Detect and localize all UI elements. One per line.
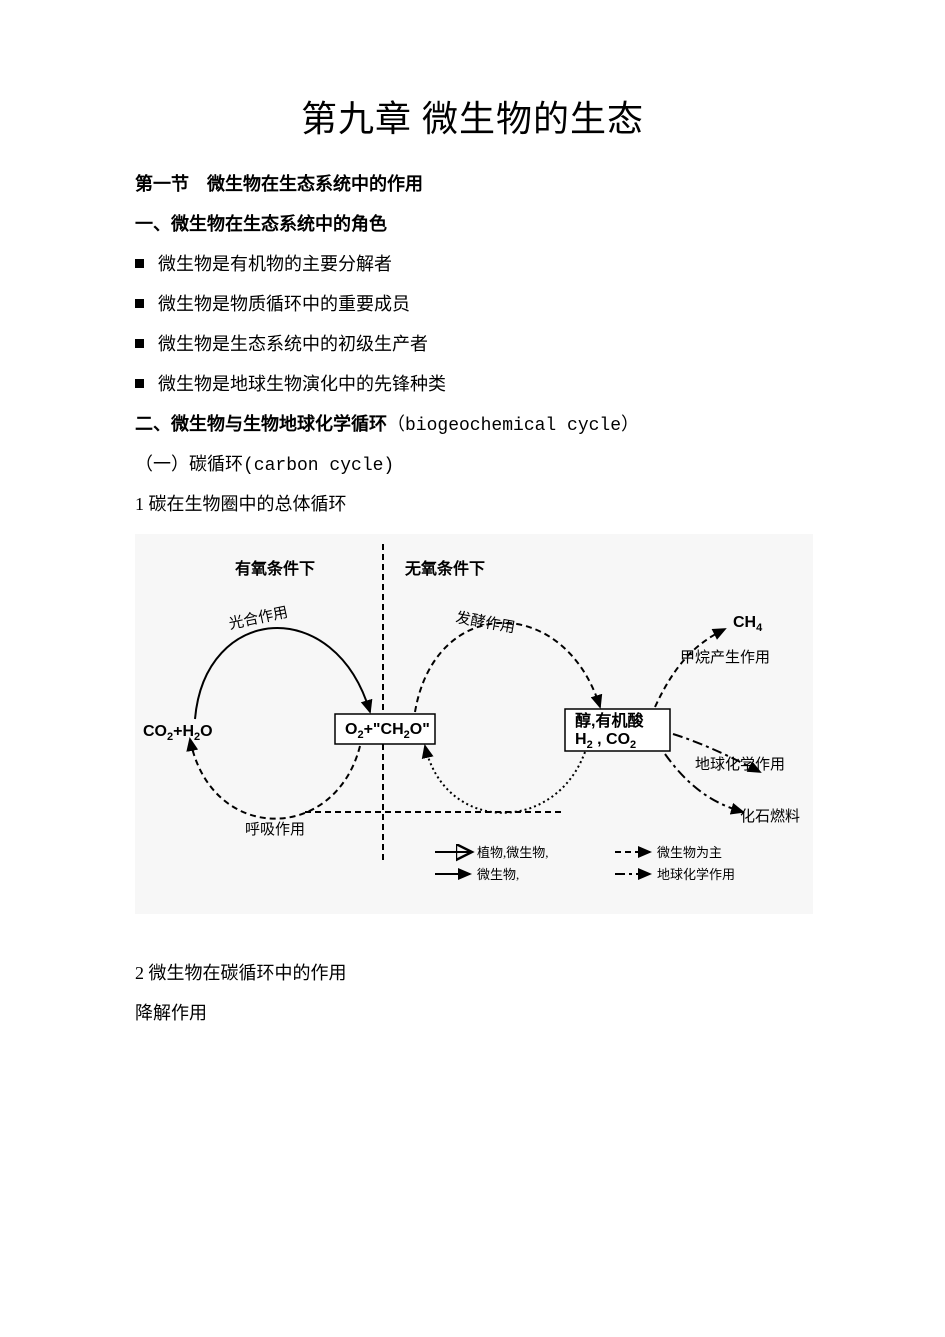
heading-2-paren: （biogeochemical cycle）	[387, 416, 639, 436]
heading-1: 一、微生物在生态系统中的角色	[135, 210, 810, 236]
legend-2a: 微生物,	[477, 867, 519, 882]
section-1-heading: 第一节 微生物在生态系统中的作用	[135, 170, 810, 196]
bullet-icon	[135, 299, 144, 308]
subheading-1-main: （一）碳循环	[135, 454, 243, 474]
bullet-text: 微生物是地球生物演化中的先锋种类	[158, 370, 446, 396]
subheading-1: （一）碳循环(carbon cycle)	[135, 450, 810, 476]
body-line: 降解作用	[135, 999, 810, 1025]
label-anaerobic: 无氧条件下	[404, 559, 485, 578]
bullet-icon	[135, 379, 144, 388]
document-page: 第九章 微生物的生态 第一节 微生物在生态系统中的作用 一、微生物在生态系统中的…	[0, 0, 945, 1099]
chapter-title: 第九章 微生物的生态	[135, 90, 810, 142]
carbon-cycle-svg: 有氧条件下 无氧条件下 CO2+H2O O2+"CH2O" 醇,有机酸 H2 ,…	[135, 534, 813, 914]
bullet-item: 微生物是有机物的主要分解者	[135, 250, 810, 276]
legend-1b: 微生物为主	[657, 845, 722, 860]
label-respiration: 呼吸作用	[245, 821, 305, 838]
node-right-l1: 醇,有机酸	[575, 711, 644, 730]
legend-2b: 地球化学作用	[657, 867, 735, 882]
bullet-icon	[135, 259, 144, 268]
bullet-item: 微生物是地球生物演化中的先锋种类	[135, 370, 810, 396]
numbered-line-2: 2 微生物在碳循环中的作用	[135, 959, 810, 985]
numbered-line-1: 1 碳在生物圈中的总体循环	[135, 490, 810, 516]
bullet-item: 微生物是物质循环中的重要成员	[135, 290, 810, 316]
bullet-item: 微生物是生态系统中的初级生产者	[135, 330, 810, 356]
bullet-icon	[135, 339, 144, 348]
heading-2-main: 二、微生物与生物地球化学循环	[135, 414, 387, 434]
bullet-text: 微生物是物质循环中的重要成员	[158, 290, 410, 316]
carbon-cycle-diagram: 有氧条件下 无氧条件下 CO2+H2O O2+"CH2O" 醇,有机酸 H2 ,…	[135, 534, 810, 919]
bullet-text: 微生物是生态系统中的初级生产者	[158, 330, 428, 356]
label-methanogenesis: 甲烷产生作用	[680, 649, 770, 666]
label-fossil: 化石燃料	[740, 807, 800, 825]
heading-2: 二、微生物与生物地球化学循环（biogeochemical cycle）	[135, 410, 810, 436]
label-geochem: 地球化学作用	[695, 756, 785, 773]
bullet-text: 微生物是有机物的主要分解者	[158, 250, 392, 276]
legend-1a: 植物,微生物,	[477, 845, 549, 860]
subheading-1-paren: (carbon cycle)	[243, 456, 394, 476]
label-aerobic: 有氧条件下	[235, 559, 315, 578]
